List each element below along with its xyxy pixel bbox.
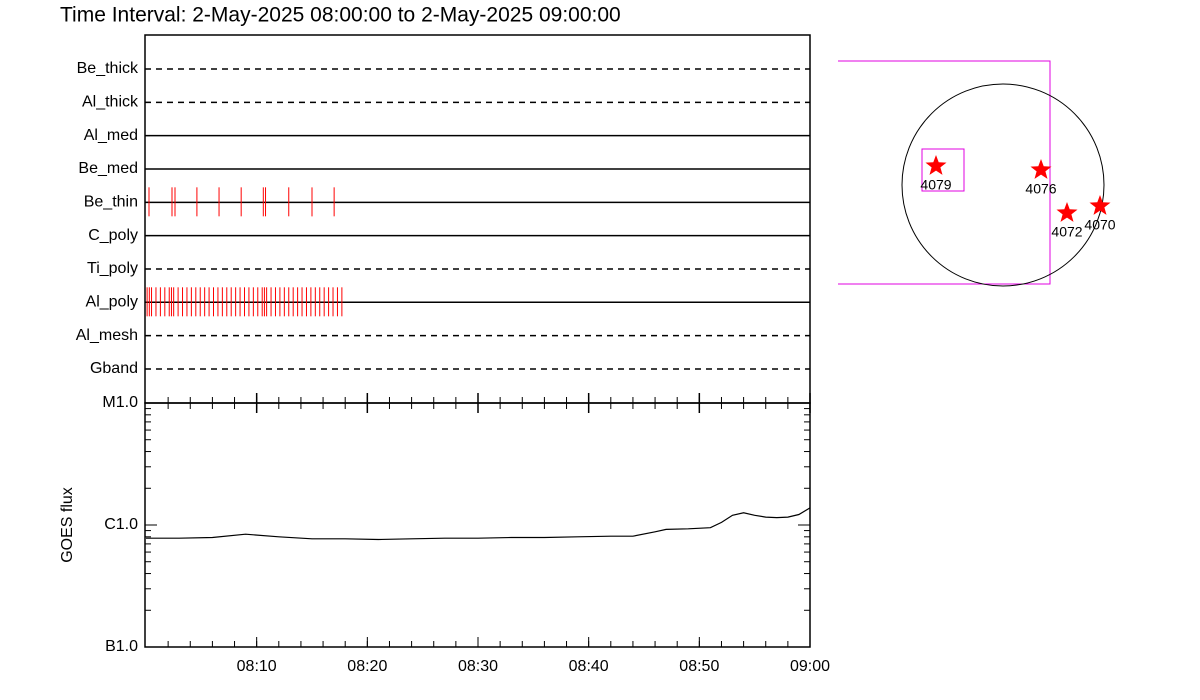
x-tick-label: 09:00 [790, 658, 830, 675]
filter-label: Al_med [84, 127, 138, 144]
goes-curve [146, 507, 811, 541]
filter-label: C_poly [88, 227, 138, 244]
filter-label: Al_thick [82, 94, 139, 111]
filter-label: Gband [90, 360, 138, 377]
region-label: 4079 [920, 177, 951, 193]
y-tick-label: C1.0 [104, 516, 138, 533]
filter-label: Be_thin [84, 194, 138, 211]
region-label: 4072 [1051, 224, 1082, 240]
region-star [1056, 202, 1078, 222]
region-star [1089, 195, 1111, 215]
fov-box [838, 60, 1051, 285]
target-box [921, 148, 965, 192]
filter-label: Be_thick [77, 60, 139, 77]
filter-panel [144, 34, 811, 404]
goes-panel [144, 402, 811, 648]
y-axis-label: GOES flux [59, 487, 76, 563]
filter-label: Ti_poly [87, 260, 138, 277]
sun-map [838, 60, 1105, 287]
region-label: 4070 [1084, 217, 1115, 233]
x-tick-label: 08:50 [679, 658, 719, 675]
y-tick-label: M1.0 [102, 394, 138, 411]
filter-label: Al_poly [86, 294, 138, 311]
solar-limb [901, 83, 1105, 287]
region-star [1030, 159, 1052, 179]
filter-label: Be_med [78, 160, 138, 177]
chart-title: Time Interval: 2-May-2025 08:00:00 to 2-… [60, 4, 621, 27]
x-tick-label: 08:10 [237, 658, 277, 675]
filter-label: Al_mesh [76, 327, 138, 344]
y-tick-label: B1.0 [105, 638, 138, 655]
x-tick-label: 08:20 [347, 658, 387, 675]
x-tick-label: 08:30 [458, 658, 498, 675]
region-label: 4076 [1025, 181, 1056, 197]
region-star [925, 155, 947, 175]
x-tick-label: 08:40 [569, 658, 609, 675]
